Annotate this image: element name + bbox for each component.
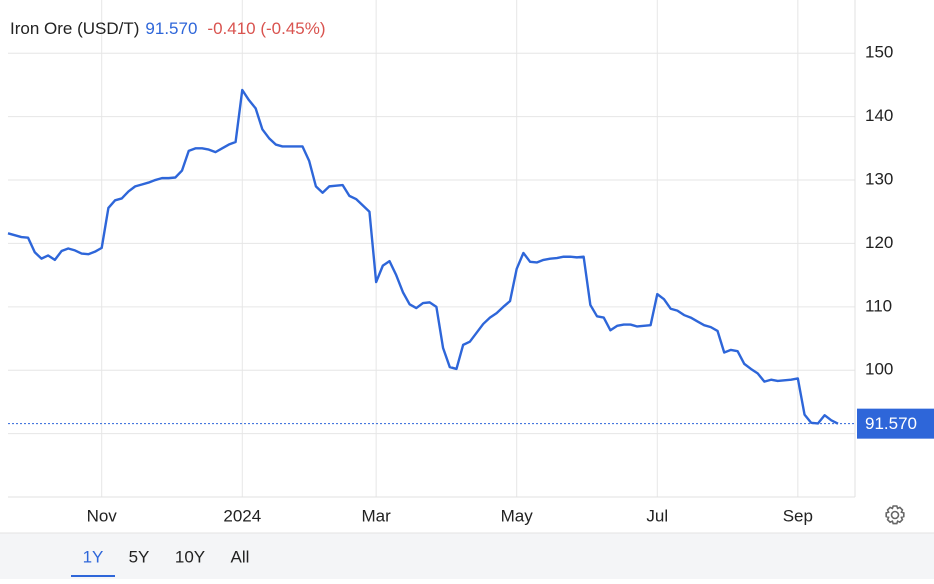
last-price-box (857, 408, 934, 439)
x-tick-label: Mar (362, 506, 392, 525)
x-tick-label: Nov (87, 506, 118, 525)
change: -0.410 (-0.45%) (207, 19, 325, 38)
range-tab[interactable]: All (231, 547, 250, 566)
y-tick-label: 140 (865, 106, 893, 125)
range-tab[interactable]: 1Y (83, 547, 104, 566)
range-bar (0, 533, 934, 579)
y-tick-label: 110 (865, 296, 892, 315)
range-tab[interactable]: 10Y (175, 547, 205, 566)
chart-title: Iron Ore (USD/T) 91.570 -0.410 (-0.45%) (10, 19, 326, 38)
x-tick-label: Sep (783, 506, 813, 525)
last-price-label: 91.570 (865, 414, 917, 433)
x-tick-label: Jul (646, 506, 668, 525)
y-tick-label: 100 (865, 360, 893, 379)
range-tab[interactable]: 5Y (129, 547, 150, 566)
y-tick-label: 150 (865, 43, 893, 62)
plot: 90100110120130140150Nov2024MarMayJulSep9… (7, 0, 934, 525)
title: Iron Ore (USD/T) (10, 19, 139, 38)
price-line (7, 88, 839, 425)
price: 91.570 (145, 19, 197, 38)
x-tick-label: 2024 (223, 506, 261, 525)
y-tick-label: 130 (865, 170, 893, 189)
x-tick-label: May (501, 506, 534, 525)
settings-icon[interactable] (885, 505, 905, 525)
y-tick-label: 120 (865, 233, 893, 252)
